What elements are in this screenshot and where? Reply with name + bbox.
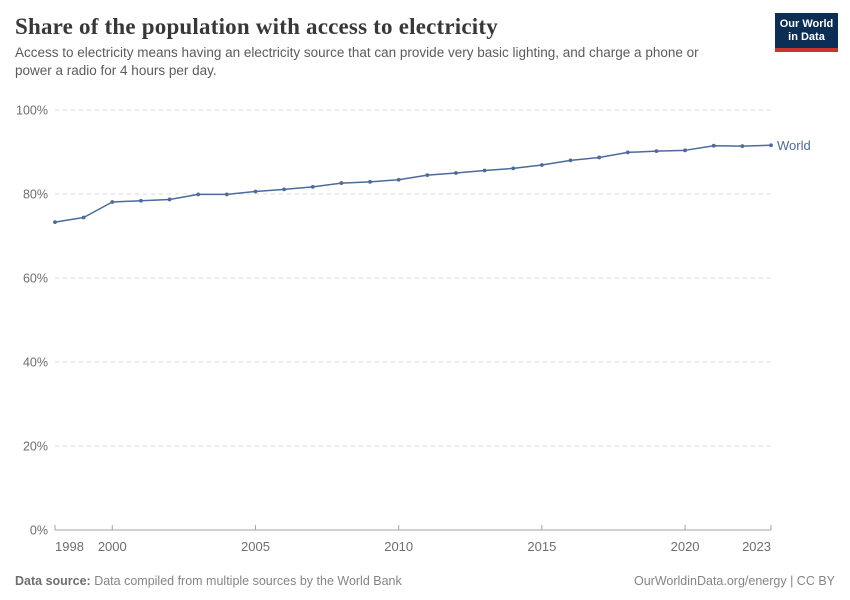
owid-logo[interactable]: Our World in Data xyxy=(775,13,838,52)
x-axis-tick-label: 2023 xyxy=(742,539,771,554)
series-line[interactable] xyxy=(54,144,772,223)
series-end-label[interactable]: World xyxy=(777,138,811,153)
data-point-marker[interactable] xyxy=(110,200,115,204)
data-point-marker[interactable] xyxy=(597,155,602,160)
y-axis-tick-label: 80% xyxy=(23,188,48,202)
data-point-marker[interactable] xyxy=(253,189,258,194)
y-axis-tick-label: 0% xyxy=(30,524,48,538)
x-axis-tick-label: 2005 xyxy=(241,539,270,554)
data-point-marker[interactable] xyxy=(139,198,143,203)
data-point-marker[interactable] xyxy=(396,177,401,182)
data-point-marker[interactable] xyxy=(53,220,57,225)
data-point-marker[interactable] xyxy=(224,192,229,197)
data-point-marker[interactable] xyxy=(310,184,315,189)
data-point-marker[interactable] xyxy=(368,179,372,184)
data-point-marker[interactable] xyxy=(654,149,659,154)
data-point-marker[interactable] xyxy=(167,197,172,202)
data-point-marker[interactable] xyxy=(425,173,430,177)
data-point-marker[interactable] xyxy=(81,215,86,220)
chart-footer: Data source: Data compiled from multiple… xyxy=(0,570,850,588)
data-source-label: Data source: xyxy=(15,574,91,588)
x-axis-tick-label: 2000 xyxy=(98,539,127,554)
data-point-marker[interactable] xyxy=(511,166,516,171)
data-source-text: Data compiled from multiple sources by t… xyxy=(90,574,402,588)
data-point-marker[interactable] xyxy=(482,168,487,173)
x-axis-tick-label: 1998 xyxy=(55,539,84,554)
data-point-marker[interactable] xyxy=(539,163,544,167)
y-axis-tick-label: 40% xyxy=(23,356,48,370)
data-point-marker[interactable] xyxy=(568,158,573,163)
line-chart[interactable]: 0% 20% 40% 60% 80% 100% 1998 2000 2005 2010 2015 20… xyxy=(0,100,850,560)
owid-logo-line1: Our World xyxy=(779,18,834,30)
page-title: Share of the population with access to e… xyxy=(15,14,498,39)
data-point-marker[interactable] xyxy=(711,143,716,148)
chart-plot-area: 0% 20% 40% 60% 80% 100% 1998 2000 2005 2010 2015 20… xyxy=(0,100,850,560)
y-axis-tick-label: 20% xyxy=(23,440,48,454)
data-source[interactable]: Data source: Data compiled from multiple… xyxy=(15,574,402,588)
data-point-marker[interactable] xyxy=(282,187,287,192)
owid-logo-line2: in Data xyxy=(788,31,825,43)
data-point-marker[interactable] xyxy=(339,181,344,185)
data-point-marker[interactable] xyxy=(740,144,745,149)
data-point-marker[interactable] xyxy=(683,148,687,153)
y-axis-tick-label: 60% xyxy=(23,272,48,286)
data-point-marker[interactable] xyxy=(454,171,458,175)
attribution-link[interactable]: OurWorldinData.org/energy | CC BY xyxy=(633,574,835,588)
chart-subtitle: Access to electricity means having an el… xyxy=(15,45,699,78)
y-axis-tick-label: 100% xyxy=(16,104,48,118)
x-axis-tick-label: 2010 xyxy=(384,539,413,554)
data-point-marker[interactable] xyxy=(625,150,630,155)
data-point-marker[interactable] xyxy=(196,192,201,197)
x-axis-tick-label: 2020 xyxy=(671,539,700,554)
x-axis-tick-label: 2015 xyxy=(527,539,556,554)
data-point-marker[interactable] xyxy=(769,143,773,148)
